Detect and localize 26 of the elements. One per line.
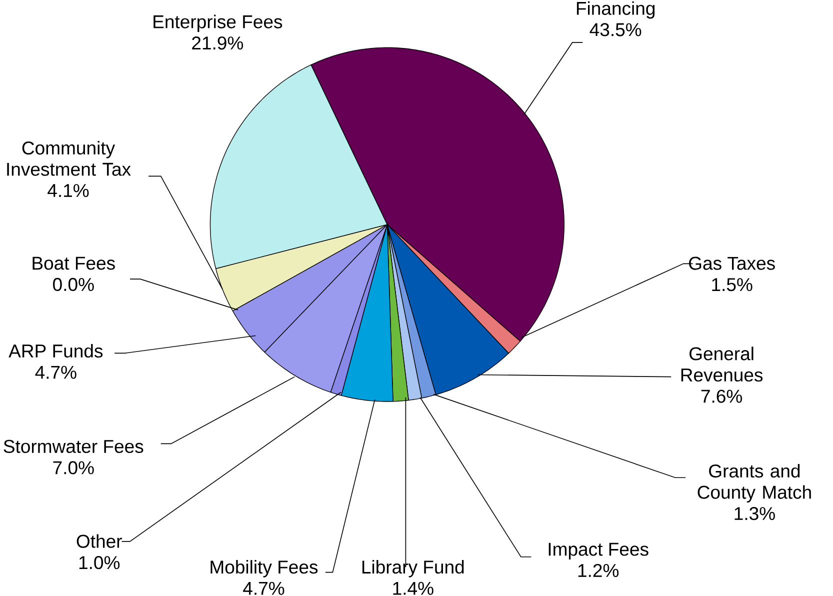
slice-label: Community Investment Tax	[7, 140, 131, 176]
data-label: 7.0%	[53, 461, 94, 474]
slice-label: Grants and County Match	[698, 464, 811, 502]
slice-label: Other	[76, 534, 122, 548]
data-label: 1.2%	[578, 564, 619, 577]
data-label: 4.7%	[243, 582, 284, 595]
text: 0.0%	[53, 278, 94, 291]
category-label: Boat Fees	[32, 256, 115, 270]
slice-label: Impact Fees	[548, 542, 648, 560]
data-label: 1.0%	[79, 556, 120, 570]
slice-label: General Revenues	[681, 346, 763, 382]
data-label: 43.5%	[590, 23, 642, 36]
data-label: 4.1%	[48, 184, 89, 197]
slice-label: ARP Funds	[8, 344, 103, 358]
data-label: 21.9%	[192, 36, 244, 50]
slice-label: Gas Taxes	[689, 256, 775, 270]
data-label: 1.3%	[734, 506, 775, 520]
data-label: 1.5%	[712, 278, 752, 292]
slice-label: Financing	[576, 1, 655, 19]
slice-label: Stormwater Fees	[4, 440, 144, 453]
slice-label: Library Fund	[362, 560, 464, 578]
data-label: 4.7%	[35, 366, 76, 379]
slice-label: Enterprise Fees	[154, 14, 282, 32]
data-label: 1.4%	[393, 582, 434, 595]
slice-label: Mobility Fees	[210, 560, 318, 578]
data-label: 7.6%	[701, 390, 742, 403]
